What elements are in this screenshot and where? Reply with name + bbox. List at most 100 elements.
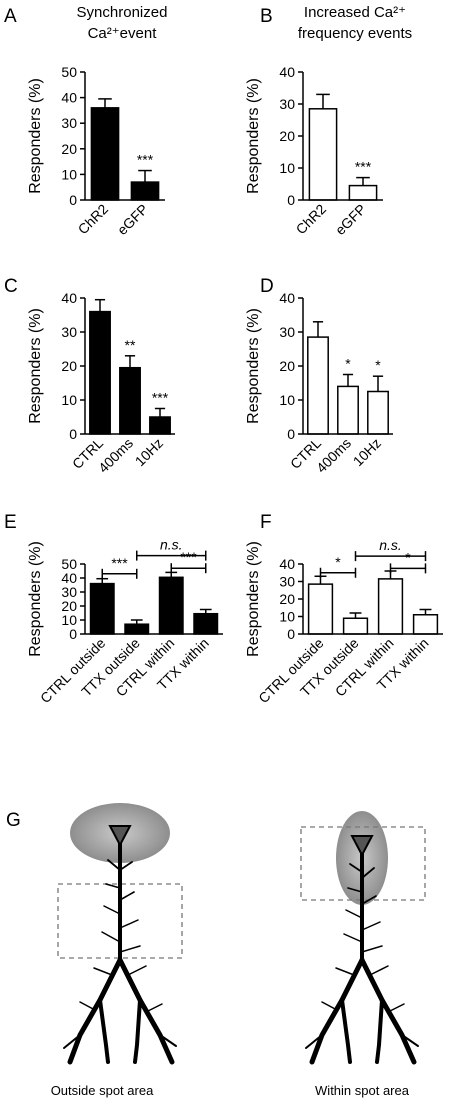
y-axis-label: Responders (%) bbox=[27, 308, 44, 424]
bar bbox=[193, 612, 219, 635]
y-tick-label: 20 bbox=[61, 598, 77, 614]
bar bbox=[89, 310, 111, 435]
panel-title-line: Synchronized bbox=[77, 4, 168, 21]
x-category-label: 400ms bbox=[313, 435, 354, 476]
bracket-label: *** bbox=[180, 549, 197, 565]
neuron-within-spot bbox=[300, 811, 426, 1065]
y-tick-label: 30 bbox=[279, 324, 295, 340]
x-category-label: 400ms bbox=[95, 435, 136, 476]
y-tick-label: 10 bbox=[61, 392, 77, 408]
soma-triangle-within bbox=[350, 835, 374, 858]
y-axis-label: Responders (%) bbox=[27, 541, 44, 657]
y-tick-label: 20 bbox=[61, 358, 77, 374]
panel-title-line: Increased Ca²⁺ bbox=[304, 4, 406, 21]
bar bbox=[377, 578, 404, 635]
panel-letter: A bbox=[4, 6, 17, 27]
y-tick-label: 50 bbox=[61, 556, 77, 572]
y-tick-label: 10 bbox=[279, 160, 295, 176]
y-tick-label: 0 bbox=[69, 192, 77, 208]
y-tick-label: 40 bbox=[61, 570, 77, 586]
y-tick-label: 30 bbox=[61, 115, 77, 131]
significance-label: * bbox=[375, 357, 381, 373]
neuron-dendrites-outside bbox=[63, 840, 177, 1065]
bar bbox=[130, 181, 160, 201]
bar bbox=[337, 385, 359, 435]
significance-label: *** bbox=[355, 159, 372, 175]
panel-b: B Increased Ca²⁺ frequency events 0 10 20 30 40… bbox=[245, 4, 412, 238]
y-tick-label: 30 bbox=[279, 574, 295, 590]
y-axis-label: Responders (%) bbox=[245, 541, 262, 657]
y-tick-label: 0 bbox=[287, 626, 295, 642]
panel-g-schematic: G bbox=[6, 803, 426, 1098]
bar bbox=[307, 583, 334, 635]
x-category-label: eGFP bbox=[332, 201, 369, 238]
caption-within-spot: Within spot area bbox=[315, 1083, 410, 1098]
significance-label: *** bbox=[152, 390, 169, 406]
y-tick-label: 10 bbox=[61, 166, 77, 182]
y-tick-label: 0 bbox=[69, 426, 77, 442]
y-tick-label: 20 bbox=[61, 141, 77, 157]
x-category-label: 10Hz bbox=[132, 435, 166, 469]
y-tick-label: 0 bbox=[69, 626, 77, 642]
bar bbox=[348, 184, 378, 201]
panel-title-line: Ca²⁺event bbox=[88, 25, 158, 42]
bar bbox=[158, 576, 184, 635]
x-category-label: 10Hz bbox=[350, 435, 384, 469]
bar bbox=[119, 366, 141, 435]
y-tick-label: 20 bbox=[279, 591, 295, 607]
bracket-label: * bbox=[405, 549, 411, 565]
bar bbox=[412, 614, 439, 635]
significance-label: *** bbox=[137, 152, 154, 168]
y-tick-label: 10 bbox=[279, 392, 295, 408]
neuron-dendrites-within bbox=[305, 848, 419, 1065]
y-axis-label: Responders (%) bbox=[27, 78, 44, 194]
bracket-label: * bbox=[335, 554, 341, 570]
y-tick-label: 0 bbox=[287, 192, 295, 208]
significance-label: * bbox=[345, 356, 351, 372]
y-tick-label: 10 bbox=[61, 612, 77, 628]
bracket-label: n.s. bbox=[160, 537, 183, 553]
bar bbox=[342, 617, 369, 635]
soma-triangle-outside bbox=[108, 825, 132, 848]
x-category-label: ChR2 bbox=[74, 201, 111, 238]
bracket-label: *** bbox=[111, 555, 128, 571]
panel-letter-g: G bbox=[6, 810, 21, 831]
bar bbox=[308, 108, 338, 201]
bracket-label: n.s. bbox=[379, 537, 402, 553]
y-axis-label: Responders (%) bbox=[245, 308, 262, 424]
bar bbox=[124, 623, 150, 635]
x-category-label: eGFP bbox=[114, 201, 151, 238]
caption-outside-spot: Outside spot area bbox=[51, 1083, 154, 1098]
bar bbox=[307, 336, 329, 435]
neuron-outside-spot bbox=[57, 803, 183, 1065]
bar-charts: A SynchronizedCa²⁺event01020304050Respond… bbox=[4, 4, 443, 706]
y-tick-label: 10 bbox=[279, 609, 295, 625]
y-tick-label: 20 bbox=[279, 128, 295, 144]
panel-title-line: frequency events bbox=[298, 25, 412, 42]
y-tick-label: 40 bbox=[279, 556, 295, 572]
y-tick-label: 40 bbox=[279, 290, 295, 306]
y-tick-label: 40 bbox=[279, 64, 295, 80]
y-tick-label: 30 bbox=[61, 584, 77, 600]
y-tick-label: 30 bbox=[61, 324, 77, 340]
significance-label: ** bbox=[125, 337, 136, 353]
y-axis-label: Responders (%) bbox=[245, 78, 262, 194]
panel-letter: B bbox=[260, 6, 273, 27]
panel-letter: F bbox=[260, 512, 272, 533]
y-tick-label: 50 bbox=[61, 64, 77, 80]
bar bbox=[149, 416, 171, 435]
y-tick-label: 40 bbox=[61, 290, 77, 306]
y-tick-label: 20 bbox=[279, 358, 295, 374]
panel-letter: C bbox=[4, 276, 18, 297]
panel-a: A Synchronized Ca²⁺event 0 10 20 30 40 50 Respond… bbox=[4, 4, 167, 238]
panel-letter: E bbox=[4, 512, 17, 533]
y-tick-label: 40 bbox=[61, 90, 77, 106]
y-tick-label: 0 bbox=[287, 426, 295, 442]
y-tick-label: 30 bbox=[279, 96, 295, 112]
panel-letter: D bbox=[260, 276, 274, 297]
bar bbox=[367, 390, 389, 435]
